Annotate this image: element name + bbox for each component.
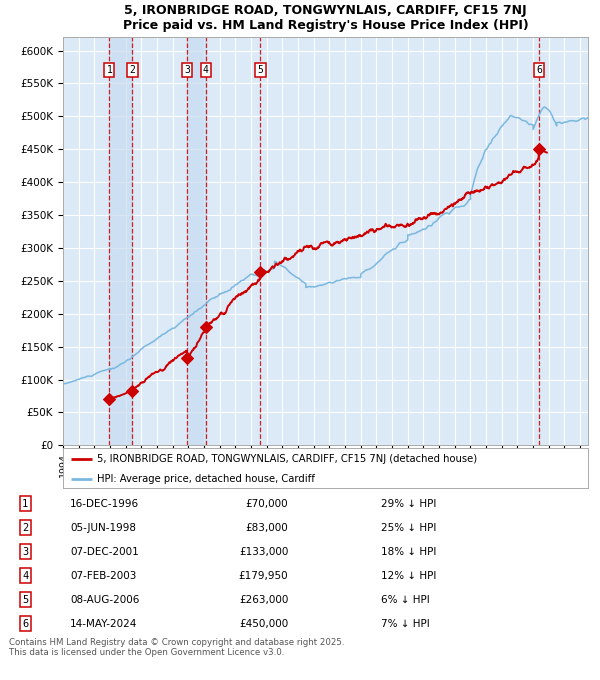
Text: 5, IRONBRIDGE ROAD, TONGWYNLAIS, CARDIFF, CF15 7NJ (detached house): 5, IRONBRIDGE ROAD, TONGWYNLAIS, CARDIFF… [97, 454, 477, 464]
Text: 08-AUG-2006: 08-AUG-2006 [70, 595, 139, 605]
Text: 29% ↓ HPI: 29% ↓ HPI [382, 498, 437, 509]
Text: 4: 4 [203, 65, 209, 75]
Title: 5, IRONBRIDGE ROAD, TONGWYNLAIS, CARDIFF, CF15 7NJ
Price paid vs. HM Land Regist: 5, IRONBRIDGE ROAD, TONGWYNLAIS, CARDIFF… [122, 4, 529, 32]
Text: 6: 6 [536, 65, 542, 75]
Text: 18% ↓ HPI: 18% ↓ HPI [382, 547, 437, 557]
Point [534, 144, 544, 155]
Point [128, 386, 137, 396]
Text: £83,000: £83,000 [245, 523, 289, 532]
Text: 4: 4 [22, 571, 28, 581]
Text: HPI: Average price, detached house, Cardiff: HPI: Average price, detached house, Card… [97, 474, 315, 484]
Text: 12% ↓ HPI: 12% ↓ HPI [382, 571, 437, 581]
Text: 1: 1 [106, 65, 112, 75]
Text: 5: 5 [22, 595, 28, 605]
Text: 07-DEC-2001: 07-DEC-2001 [70, 547, 139, 557]
Text: 07-FEB-2003: 07-FEB-2003 [70, 571, 136, 581]
Text: 05-JUN-1998: 05-JUN-1998 [70, 523, 136, 532]
Bar [187, 37, 206, 445]
Text: 5: 5 [257, 65, 263, 75]
Text: 6: 6 [22, 619, 28, 629]
Text: 1: 1 [22, 498, 28, 509]
Text: 2: 2 [130, 65, 136, 75]
Point [182, 352, 192, 363]
Text: Contains HM Land Registry data © Crown copyright and database right 2025.
This d: Contains HM Land Registry data © Crown c… [9, 638, 344, 658]
Text: 7% ↓ HPI: 7% ↓ HPI [382, 619, 430, 629]
Text: 6% ↓ HPI: 6% ↓ HPI [382, 595, 430, 605]
Text: £263,000: £263,000 [239, 595, 289, 605]
Text: £450,000: £450,000 [239, 619, 289, 629]
Text: £179,950: £179,950 [239, 571, 289, 581]
Text: 3: 3 [184, 65, 190, 75]
Text: 2: 2 [22, 523, 28, 532]
Text: 16-DEC-1996: 16-DEC-1996 [70, 498, 139, 509]
Point [104, 394, 114, 405]
Text: 3: 3 [22, 547, 28, 557]
Point [256, 267, 265, 277]
Bar [109, 37, 133, 445]
Text: £70,000: £70,000 [246, 498, 289, 509]
Text: £133,000: £133,000 [239, 547, 289, 557]
Text: 25% ↓ HPI: 25% ↓ HPI [382, 523, 437, 532]
Text: 14-MAY-2024: 14-MAY-2024 [70, 619, 137, 629]
Point [201, 322, 211, 333]
